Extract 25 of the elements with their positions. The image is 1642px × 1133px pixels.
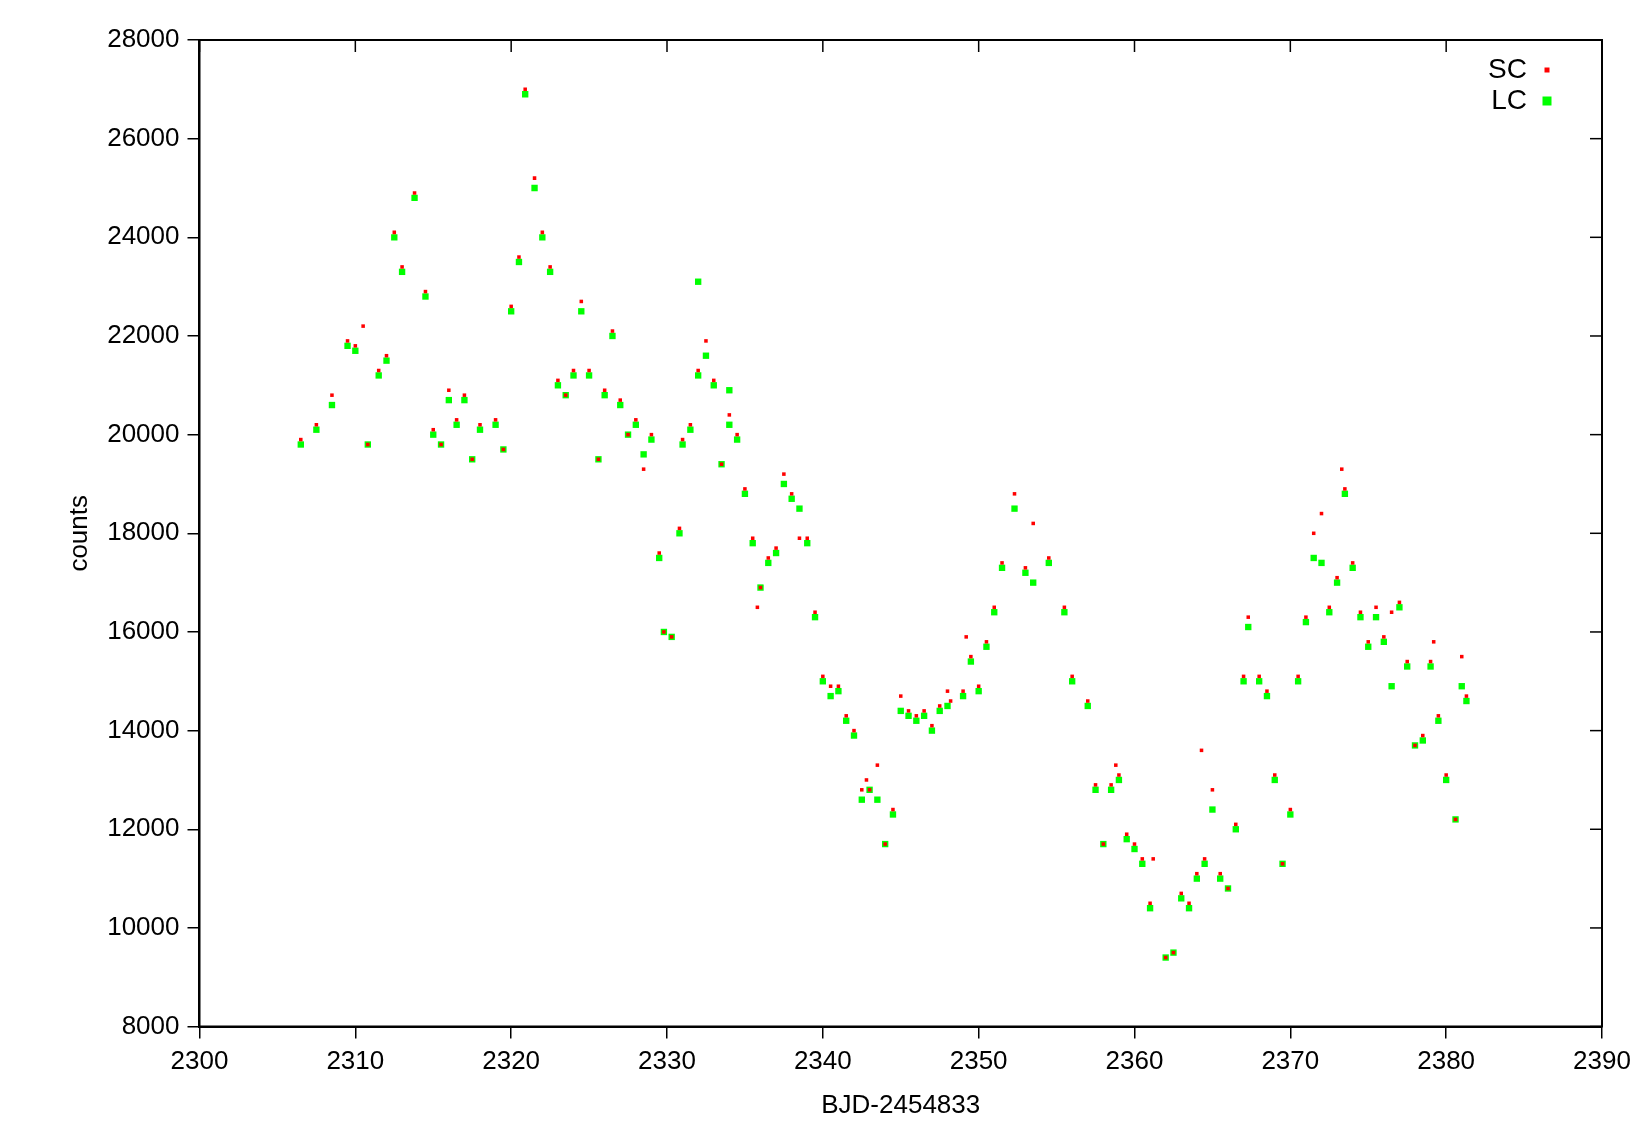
y-tick-label: 16000 <box>107 615 180 646</box>
y-tick-label: 12000 <box>107 812 180 843</box>
x-tick-label: 2330 <box>638 1045 696 1076</box>
y-tick-label: 18000 <box>107 516 180 547</box>
x-tick-label: 2300 <box>170 1045 229 1076</box>
x-axis-title: BJD-2454833 <box>821 1088 981 1119</box>
y-tick-label: 24000 <box>107 220 180 251</box>
y-axis-title: counts <box>62 495 93 572</box>
x-tick-label: 2350 <box>949 1045 1008 1076</box>
y-tick-label: 8000 <box>121 1009 180 1040</box>
x-tick-label: 2370 <box>1261 1045 1320 1076</box>
x-tick-label: 2340 <box>793 1045 852 1076</box>
y-tick-label: 26000 <box>107 121 180 152</box>
y-tick-label: 28000 <box>107 23 180 54</box>
y-tick-label: 10000 <box>107 911 180 942</box>
legend-label: LC <box>1491 83 1527 115</box>
y-tick-label: 14000 <box>107 713 180 744</box>
y-tick-label: 20000 <box>107 417 180 448</box>
x-tick-label: 2380 <box>1417 1045 1476 1076</box>
x-tick-label: 2390 <box>1573 1045 1631 1076</box>
x-tick-label: 2360 <box>1105 1045 1164 1076</box>
x-tick-label: 2310 <box>326 1045 385 1076</box>
legend-label: SC <box>1488 52 1527 84</box>
x-tick-label: 2320 <box>482 1045 541 1076</box>
y-tick-label: 22000 <box>107 319 180 350</box>
